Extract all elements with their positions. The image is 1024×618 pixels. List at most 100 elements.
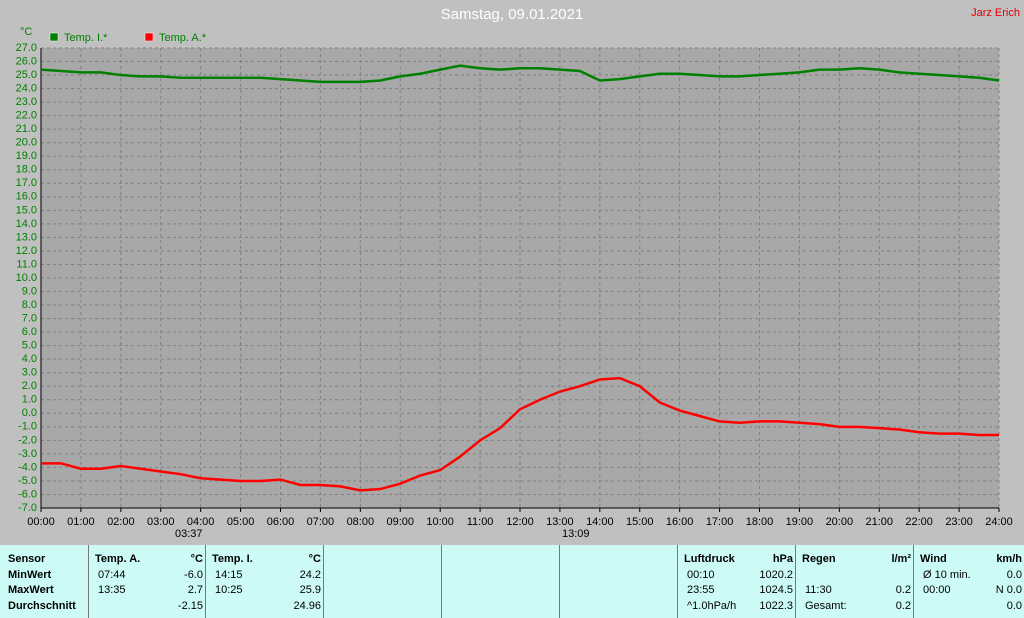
y-tick-label: 24.0: [16, 82, 37, 94]
cell-time: 11:30: [805, 584, 832, 596]
annotation: 13:09: [562, 528, 590, 540]
y-axis-label: °C: [20, 26, 32, 38]
cell-value: 0.0: [1006, 600, 1022, 612]
x-tick-label: 22:00: [905, 516, 933, 528]
annotation: 03:37: [175, 528, 203, 540]
x-tick-label: 07:00: [307, 516, 335, 528]
x-tick-label: 04:00: [187, 516, 215, 528]
y-tick-label: 5.0: [22, 340, 37, 352]
legend-label: Temp. A.*: [159, 32, 207, 44]
x-tick-label: 11:00: [467, 516, 494, 528]
chart-title: Samstag, 09.01.2021: [441, 6, 584, 23]
x-tick-label: 01:00: [67, 516, 95, 528]
y-tick-label: -7.0: [18, 502, 37, 514]
chart: Samstag, 09.01.2021 Jarz Erich °C 03:37 …: [16, 6, 1020, 540]
x-tick-label: 23:00: [945, 516, 973, 528]
author: Jarz Erich: [971, 7, 1020, 19]
x-tick-label: 19:00: [786, 516, 814, 528]
stats-table: Sensor MinWert MaxWert Durchschnitt Temp. A.…: [0, 545, 1024, 618]
cell-value: -6.0: [184, 569, 203, 581]
separator: [441, 545, 442, 618]
cell-value: 0.2: [895, 600, 911, 612]
legend-swatch: [49, 32, 59, 42]
cell-time: 00:00: [923, 584, 951, 596]
x-tick-label: 09:00: [386, 516, 414, 528]
column-unit: °C: [308, 553, 321, 565]
separator: [913, 545, 914, 618]
y-tick-label: -1.0: [18, 421, 37, 433]
cell-value: 1020.2: [759, 569, 793, 581]
cell-value: -2.15: [177, 600, 203, 612]
column-header: Luftdruck: [684, 553, 735, 565]
y-tick-label: 11.0: [16, 258, 37, 270]
x-tick-label: 13:00: [546, 516, 574, 528]
cell-value: 0.2: [895, 584, 911, 596]
y-tick-label: 19.0: [16, 150, 37, 162]
separator: [205, 545, 206, 618]
y-tick-label: 20.0: [16, 137, 37, 149]
series-line: [41, 376, 999, 492]
y-tick-label: 21.0: [16, 123, 37, 135]
cell-value: 1022.3: [759, 600, 793, 612]
legend-swatch: [144, 32, 154, 42]
cell-value: 25.9: [299, 584, 321, 596]
x-tick-label: 00:00: [27, 516, 55, 528]
x-tick-label: 03:00: [147, 516, 175, 528]
column-header: Regen: [802, 553, 836, 565]
y-tick-label: 14.0: [16, 218, 37, 230]
x-tick-label: 16:00: [666, 516, 694, 528]
y-tick-label: -3.0: [18, 448, 37, 460]
separator: [323, 545, 324, 618]
x-tick-label: 05:00: [227, 516, 255, 528]
cell-time: Gesamt:: [805, 600, 847, 612]
separator: [88, 545, 89, 618]
x-tick-label: 02:00: [107, 516, 135, 528]
y-tick-label: 18.0: [16, 164, 37, 176]
y-tick-label: 10.0: [16, 272, 37, 284]
y-tick-label: -6.0: [18, 488, 37, 500]
column-unit: km/h: [996, 553, 1022, 565]
cell-time: 07:44: [98, 569, 126, 581]
y-tick-label: 4.0: [22, 353, 37, 365]
cell-time: 23:55: [687, 584, 715, 596]
cell-value: 24.2: [299, 569, 321, 581]
cell-value: N 0.0: [995, 584, 1022, 596]
y-tick-label: 15.0: [16, 204, 37, 216]
y-tick-label: 12.0: [16, 245, 37, 257]
series-line: [40, 64, 1000, 84]
y-tick-label: 1.0: [22, 394, 37, 406]
x-tick-label: 06:00: [267, 516, 295, 528]
row-label: MinWert: [8, 569, 52, 581]
cell-time: 10:25: [215, 584, 243, 596]
cell-time: Ø 10 min.: [923, 569, 971, 581]
cell-value: 2.7: [187, 584, 203, 596]
column-header: Wind: [920, 553, 947, 565]
y-tick-label: 3.0: [22, 367, 37, 379]
cell-value: 24.96: [293, 600, 321, 612]
y-tick-label: 7.0: [22, 312, 37, 324]
separator: [795, 545, 796, 618]
y-tick-label: 6.0: [22, 326, 37, 338]
x-tick-label: 20:00: [826, 516, 854, 528]
column-header: Temp. I.: [212, 553, 253, 565]
cell-time: ^1.0hPa/h: [687, 600, 737, 612]
cell-value: 0.0: [1006, 569, 1022, 581]
cell-time: 00:10: [687, 569, 715, 581]
y-tick-label: 16.0: [16, 191, 37, 203]
y-tick-label: -2.0: [18, 434, 37, 446]
cell-time: 13:35: [98, 584, 126, 596]
x-tick-label: 12:00: [506, 516, 534, 528]
x-tick-label: 18:00: [746, 516, 774, 528]
cell-value: 1024.5: [759, 584, 793, 596]
y-tick-label: 27.0: [16, 42, 37, 54]
y-tick-label: 13.0: [16, 231, 37, 243]
x-tick-label: 17:00: [706, 516, 734, 528]
y-tick-label: 0.0: [22, 407, 37, 419]
y-tick-label: 25.0: [16, 69, 37, 81]
x-tick-label: 10:00: [426, 516, 454, 528]
column-header: Temp. A.: [95, 553, 141, 565]
row-label: MaxWert: [8, 584, 54, 596]
y-tick-label: 22.0: [16, 110, 37, 122]
x-tick-label: 14:00: [586, 516, 614, 528]
